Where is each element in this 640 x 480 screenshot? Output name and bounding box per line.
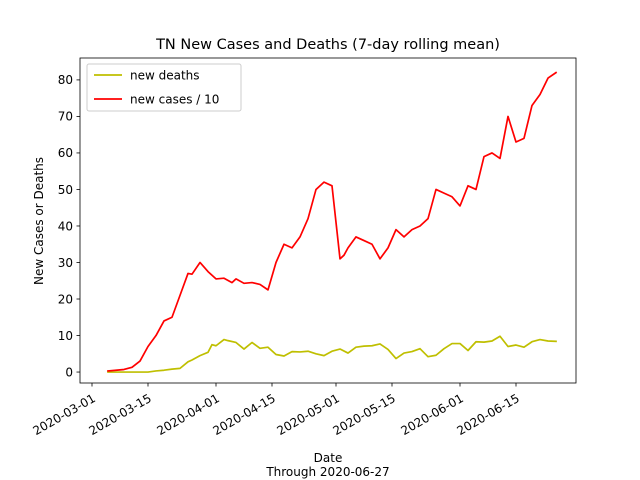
legend-label-new-cases: new cases / 10: [130, 93, 219, 107]
y-tick-label: 10: [58, 329, 73, 343]
legend-box: [86, 63, 242, 112]
series-line-new-deaths: [107, 335, 557, 373]
y-tick-label: 70: [58, 110, 73, 124]
series-line-new-cases-10: [107, 71, 558, 372]
legend: new deaths new cases / 10: [86, 63, 242, 112]
y-tick-label: 80: [58, 73, 73, 87]
y-tick-label: 30: [58, 256, 73, 270]
x-axis-subtitle: Through 2020-06-27: [265, 465, 389, 479]
y-tick-label: 0: [65, 365, 73, 379]
y-tick-label: 60: [58, 146, 73, 160]
y-axis-title: New Cases or Deaths: [32, 157, 46, 285]
y-tick-label: 20: [58, 292, 73, 306]
plot-area: [107, 71, 558, 373]
chart-title: TN New Cases and Deaths (7-day rolling m…: [155, 37, 500, 53]
legend-label-new-deaths: new deaths: [130, 69, 200, 83]
y-tick-label: 50: [58, 183, 73, 197]
x-axis-title: Date: [314, 451, 343, 465]
axes-frame: [79, 57, 577, 384]
y-tick-label: 40: [58, 219, 73, 233]
